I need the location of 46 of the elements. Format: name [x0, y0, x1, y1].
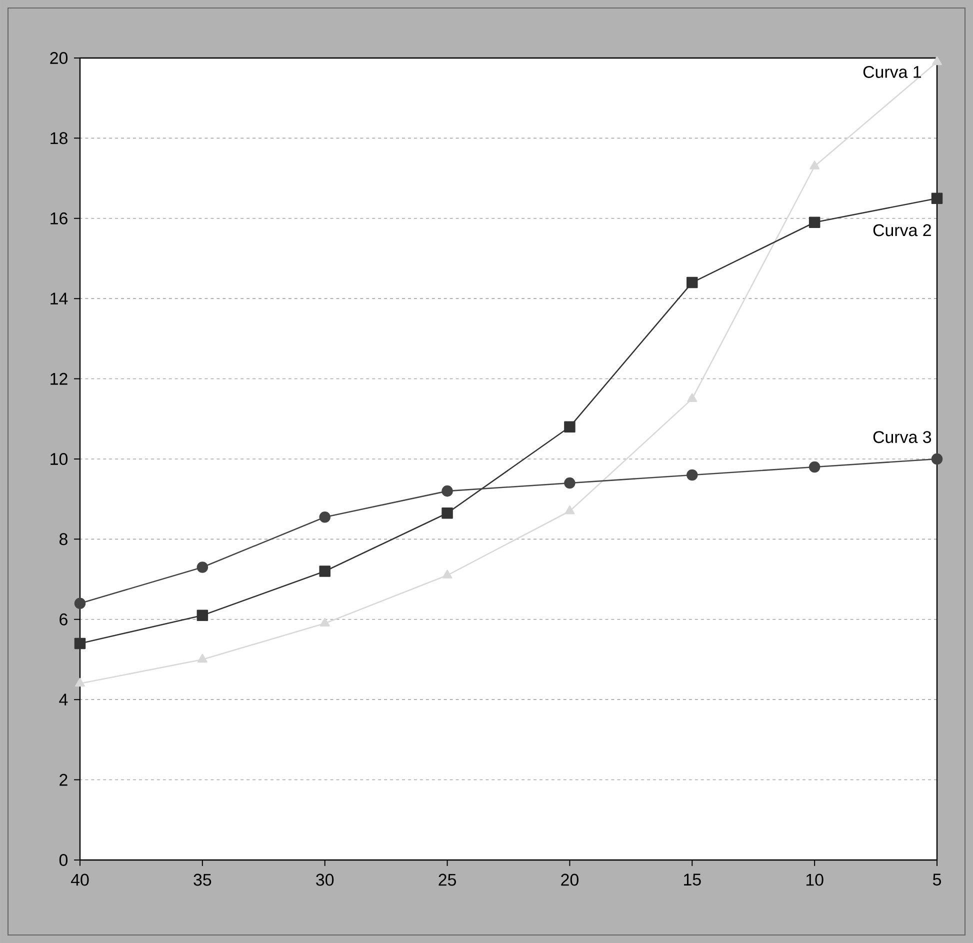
y-tick-label: 0	[59, 854, 68, 866]
point	[808, 461, 820, 473]
point	[75, 678, 85, 687]
x-tick-label: 35	[194, 874, 212, 886]
point	[564, 421, 576, 433]
point	[931, 453, 943, 465]
point	[564, 477, 576, 489]
point	[442, 507, 453, 519]
x-tick-label: 25	[438, 874, 456, 886]
series-label: Curva 2	[873, 224, 931, 236]
series-label: Curva 3	[873, 431, 932, 444]
y-tick-label: 6	[60, 613, 68, 626]
x-tick-label: 30	[316, 874, 334, 886]
series-label: Curva 1	[863, 66, 922, 78]
y-tick-label: 12	[50, 372, 68, 385]
y-tick-label: 8	[59, 533, 68, 546]
point	[442, 570, 452, 578]
point	[686, 469, 698, 481]
y-tick-label: 20	[50, 52, 68, 64]
x-tick-label: 20	[561, 874, 578, 886]
y-tick-label: 16	[50, 212, 68, 224]
point	[74, 638, 86, 650]
point	[196, 610, 208, 622]
point	[319, 566, 330, 577]
x-tick-label: 10	[806, 874, 824, 886]
x-tick-label: 15	[684, 874, 701, 886]
point	[687, 393, 698, 402]
point	[932, 56, 942, 66]
point	[442, 485, 453, 497]
point	[197, 654, 208, 663]
y-tick-label: 2	[60, 774, 68, 786]
point	[196, 562, 208, 573]
y-tick-label: 18	[50, 132, 68, 144]
point	[74, 598, 86, 609]
point	[810, 160, 820, 170]
point	[686, 276, 698, 288]
point	[319, 511, 330, 523]
point	[931, 192, 943, 204]
point	[564, 505, 575, 514]
x-tick-label: 5	[932, 874, 941, 886]
y-tick-label: 14	[50, 292, 68, 304]
x-tick-label: 40	[70, 874, 89, 886]
point	[320, 618, 330, 627]
y-tick-label: 10	[50, 452, 68, 465]
point	[808, 216, 820, 228]
y-tick-label: 4	[59, 694, 68, 706]
